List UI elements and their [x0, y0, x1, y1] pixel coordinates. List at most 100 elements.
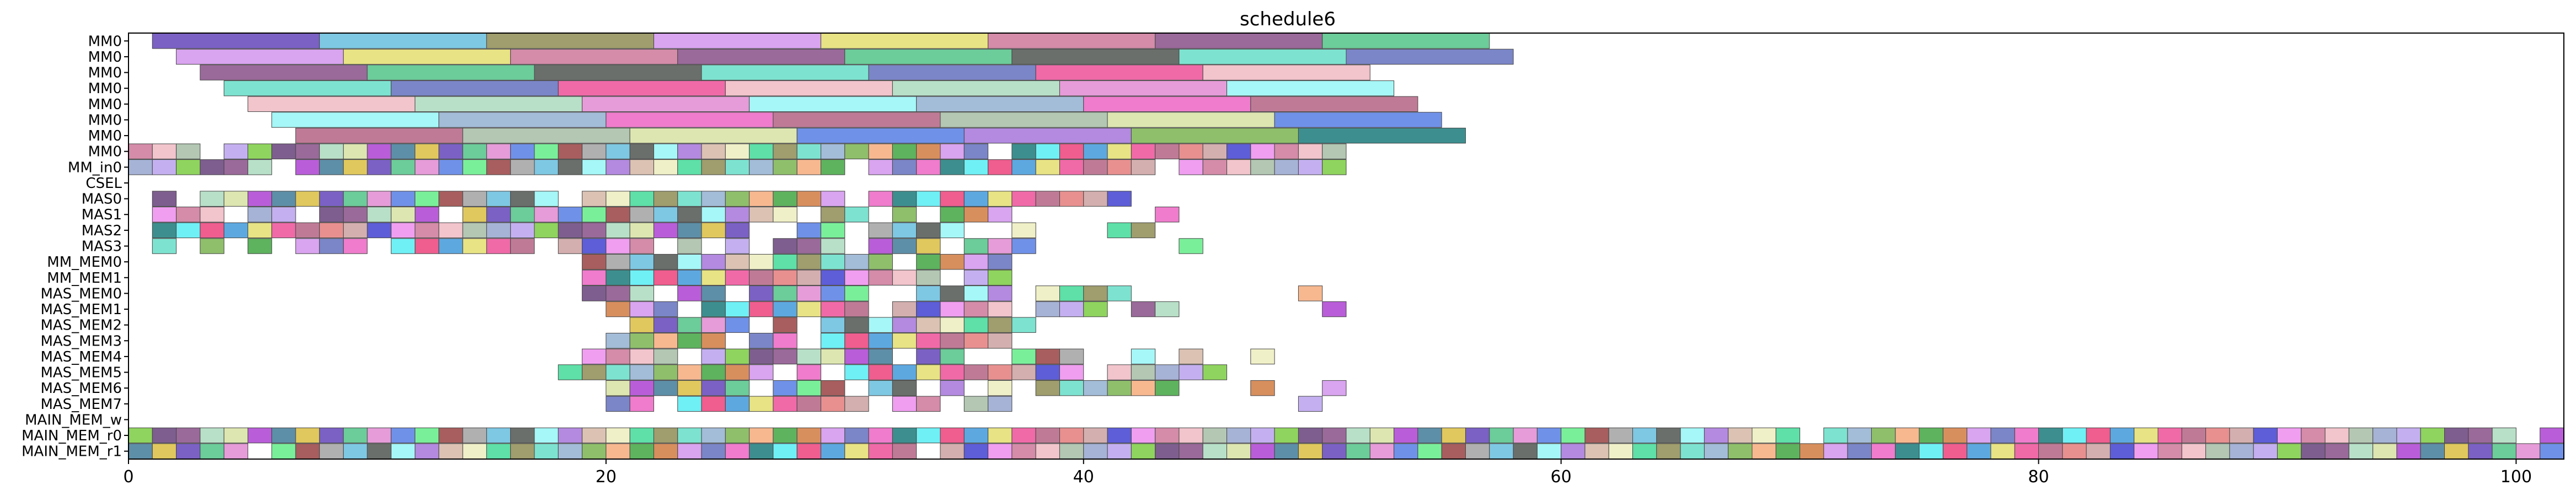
- bar: [223, 191, 248, 207]
- bar: [200, 191, 224, 207]
- bar: [606, 380, 630, 396]
- bar: [343, 206, 368, 223]
- bar: [486, 191, 511, 207]
- bar: [725, 238, 750, 254]
- bar: [892, 364, 917, 380]
- bar: [438, 238, 463, 254]
- bar: [438, 427, 463, 444]
- bar: [701, 427, 726, 444]
- bar: [247, 96, 416, 112]
- bar: [271, 191, 296, 207]
- bar: [343, 222, 368, 239]
- bar: [582, 206, 607, 223]
- bar: [1083, 191, 1108, 207]
- bar: [606, 348, 630, 365]
- bar: [1107, 285, 1132, 301]
- bar: [629, 143, 654, 159]
- bar: [725, 222, 750, 239]
- bar: [1107, 222, 1132, 239]
- bar: [1107, 112, 1275, 128]
- bar: [462, 206, 487, 223]
- bar: [1322, 33, 1490, 49]
- bar: [343, 159, 368, 175]
- bar: [367, 427, 392, 444]
- bar: [343, 143, 368, 159]
- bar: [319, 159, 344, 175]
- bar: [319, 427, 344, 444]
- bar: [1680, 443, 1705, 459]
- bar: [2468, 443, 2493, 459]
- bar: [606, 269, 630, 286]
- bar: [988, 238, 1013, 254]
- bar: [1967, 443, 1991, 459]
- bar: [1083, 427, 1108, 444]
- bar: [2109, 427, 2135, 444]
- bar: [1322, 380, 1347, 396]
- y-tick-label: MAS2: [82, 223, 122, 239]
- bar: [271, 206, 296, 223]
- bar: [1274, 427, 1299, 444]
- bar: [1704, 427, 1729, 444]
- bar: [295, 443, 320, 459]
- bar: [701, 396, 726, 412]
- bar: [1536, 443, 1562, 459]
- bar: [821, 427, 845, 444]
- bar: [1035, 443, 1060, 459]
- bar: [2277, 443, 2302, 459]
- bar: [1035, 364, 1060, 380]
- bar: [534, 64, 702, 80]
- bar: [844, 317, 869, 333]
- bar: [2253, 427, 2278, 444]
- bar: [629, 127, 797, 144]
- bar: [1871, 427, 1896, 444]
- bar: [988, 317, 1013, 333]
- x-axis: 0 20 40 60 80 100: [123, 459, 2532, 487]
- bar: [606, 396, 630, 412]
- bar: [415, 143, 440, 159]
- bar: [940, 443, 965, 459]
- bar: [749, 96, 917, 112]
- bar: [1155, 443, 1180, 459]
- bar: [152, 443, 177, 459]
- y-tick-label: MM_in0: [68, 159, 122, 176]
- bar: [2134, 427, 2159, 444]
- bar: [629, 333, 654, 349]
- bar: [701, 443, 726, 459]
- bar: [821, 396, 845, 412]
- bar: [796, 396, 822, 412]
- y-tick-label: MAIN_MEM_r0: [22, 428, 122, 444]
- bar: [1656, 443, 1681, 459]
- bar: [2157, 427, 2182, 444]
- bar: [1059, 427, 1084, 444]
- bar: [486, 238, 511, 254]
- bar: [821, 33, 989, 49]
- bar: [1632, 443, 1657, 459]
- bar: [749, 443, 774, 459]
- bar: [773, 301, 797, 317]
- bar: [2205, 427, 2230, 444]
- bar: [1489, 427, 1514, 444]
- bar: [940, 159, 965, 175]
- bar: [390, 238, 416, 254]
- bar: [223, 80, 392, 96]
- bar: [438, 222, 463, 239]
- bar: [271, 222, 296, 239]
- bar: [773, 254, 797, 270]
- bar: [1847, 427, 1872, 444]
- bar: [677, 333, 702, 349]
- bar: [582, 348, 607, 365]
- bar: [176, 443, 201, 459]
- y-tick-label: MM0: [88, 33, 122, 50]
- bar: [1823, 427, 1848, 444]
- bar: [319, 206, 344, 223]
- bar: [773, 396, 797, 412]
- bar: [940, 285, 965, 301]
- bar: [2301, 443, 2326, 459]
- bar: [629, 238, 654, 254]
- bar: [821, 348, 845, 365]
- bar: [558, 443, 583, 459]
- bar: [510, 443, 535, 459]
- bar: [988, 427, 1013, 444]
- bar: [462, 127, 630, 144]
- bar: [1728, 443, 1753, 459]
